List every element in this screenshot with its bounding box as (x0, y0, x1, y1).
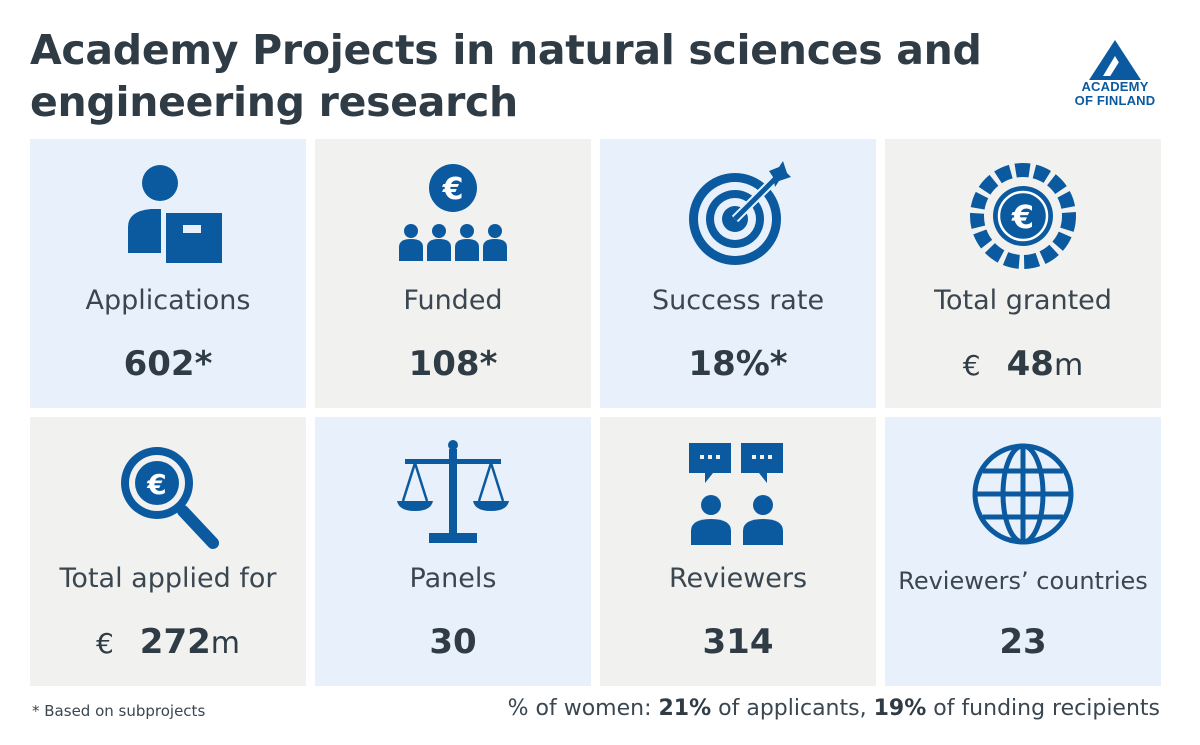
success-rate-label: Success rate (651, 285, 825, 316)
svg-text:€: € (442, 172, 464, 207)
applications-label: Applications (85, 285, 251, 316)
tile-panels: Panels 30 (315, 417, 591, 686)
total-applied-number: 272 (139, 622, 211, 662)
tile-applications: Applications 602* (30, 139, 306, 408)
women-prefix: % of women: (507, 696, 659, 721)
total-applied-label: Total applied for (59, 563, 277, 594)
tile-reviewers-countries: Reviewers’ countries 23 (885, 417, 1161, 686)
reviewers-countries-label: Reviewers’ countries (898, 567, 1148, 595)
applications-value: 602* (123, 344, 213, 384)
funded-group-euro-icon: € (315, 161, 591, 271)
success-rate-value: 18%* (688, 344, 788, 384)
tile-total-applied-for: € Total applied for €272m (30, 417, 306, 686)
total-granted-number: 48 (1006, 344, 1054, 384)
page-title: Academy Projects in natural sciences and… (30, 26, 982, 126)
logo-triangle-icon (1089, 40, 1141, 80)
reviewers-label: Reviewers (668, 563, 808, 594)
tile-reviewers: Reviewers 314 (600, 417, 876, 686)
globe-icon (885, 439, 1161, 549)
logo-text-line2: OF FINLAND (1074, 93, 1156, 108)
panels-value: 30 (429, 622, 477, 662)
currency-symbol: € (962, 349, 981, 382)
svg-text:€: € (146, 468, 166, 501)
reviewers-icon (600, 439, 876, 549)
logo-text-line1: ACADEMY (1081, 79, 1149, 94)
total-applied-value: €272m (30, 622, 306, 662)
reviewers-value: 314 (702, 622, 774, 662)
stats-grid: Applications 602* € Funded 108* (30, 139, 1162, 686)
total-granted-label: Total granted (934, 285, 1112, 316)
target-icon (600, 161, 876, 271)
total-granted-unit: m (1053, 348, 1084, 383)
reviewers-countries-value: 23 (999, 622, 1047, 662)
recipients-text: of funding recipients (926, 696, 1160, 721)
women-share-note: % of women: 21% of applicants, 19% of fu… (508, 696, 1160, 721)
total-applied-unit: m (210, 626, 241, 661)
applicants-percent: 21% (658, 696, 712, 721)
svg-text:€: € (1011, 198, 1034, 236)
tile-total-granted: € Total granted €48m (885, 139, 1161, 408)
tile-success-rate: Success rate 18%* (600, 139, 876, 408)
tile-funded: € Funded 108* (315, 139, 591, 408)
currency-symbol: € (95, 627, 114, 660)
footnote: * Based on subprojects (32, 702, 206, 720)
euro-magnifier-icon: € (30, 439, 306, 549)
scales-icon (315, 439, 591, 549)
applicant-icon (30, 161, 306, 271)
euro-coin-icon: € (885, 161, 1161, 271)
total-granted-value: €48m (885, 344, 1161, 384)
funded-label: Funded (403, 285, 503, 316)
panels-label: Panels (409, 563, 497, 594)
academy-of-finland-logo: ACADEMY OF FINLAND (1060, 40, 1170, 108)
applicants-text: of applicants, (711, 696, 874, 721)
funded-value: 108* (408, 344, 498, 384)
recipients-percent: 19% (873, 696, 927, 721)
